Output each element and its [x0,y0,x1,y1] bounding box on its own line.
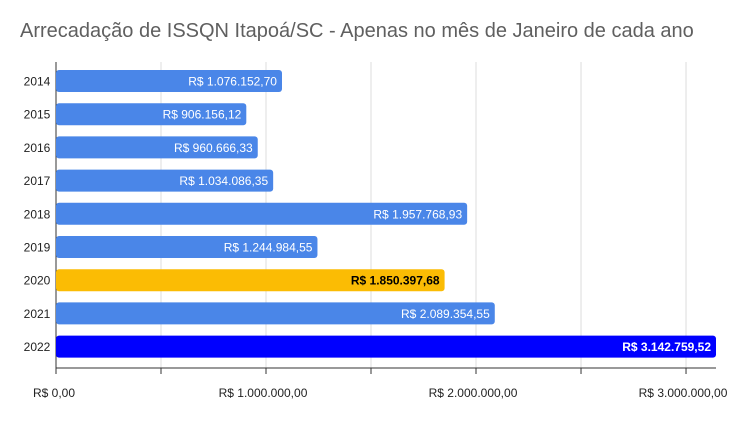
bar-value-label: R$ 1.850.397,68 [351,274,440,288]
category-label: 2018 [24,207,51,221]
bar-2014 [56,70,282,92]
bar-value-label: R$ 2.089.354,55 [401,307,490,321]
bars-group: R$ 1.076.152,70 R$ 906.156,12 R$ 960.666,3… [56,70,716,358]
x-axis-ticks: R$ 0,00 R$ 1.000.000,00 R$ 2.000.000,00 R$ … [33,386,728,400]
x-tick-label: R$ 2.000.000,00 [429,386,518,400]
bar-2015 [56,103,247,126]
bar-2020 [56,269,445,292]
bar-2016 [56,136,258,159]
bar-value-label: R$ 3.142.759,52 [622,340,711,354]
bar-2019 [56,236,318,258]
bar-value-label: R$ 1.076.152,70 [188,75,277,89]
category-label: 2015 [24,108,51,122]
bar-2021 [56,302,495,325]
x-tick-label: R$ 1.000.000,00 [219,386,308,400]
bar-value-label: R$ 906.156,12 [163,108,242,122]
bar-2017 [56,169,274,192]
category-label: 2017 [24,174,51,188]
bar-value-label: R$ 1.034.086,35 [179,174,268,188]
category-label: 2016 [24,141,51,155]
category-label: 2014 [24,75,51,89]
bar-value-label: R$ 1.244.984,55 [224,241,313,255]
bar-value-label: R$ 960.666,33 [174,141,253,155]
category-label: 2019 [24,241,51,255]
category-labels: 2014 2015 2016 2017 2018 2019 2020 2021 2022 [24,75,51,355]
bar-value-label: R$ 1.957.768,93 [373,207,462,221]
x-tick-label: R$ 0,00 [33,386,75,400]
x-tick-label: R$ 3.000.000,00 [639,386,728,400]
category-label: 2022 [24,340,51,354]
bar-2018 [56,202,468,225]
category-label: 2021 [24,307,51,321]
chart-title: Arrecadação de ISSQN Itapoá/SC - Apenas … [20,20,694,42]
bar-2022 [56,335,716,358]
category-label: 2020 [24,274,51,288]
